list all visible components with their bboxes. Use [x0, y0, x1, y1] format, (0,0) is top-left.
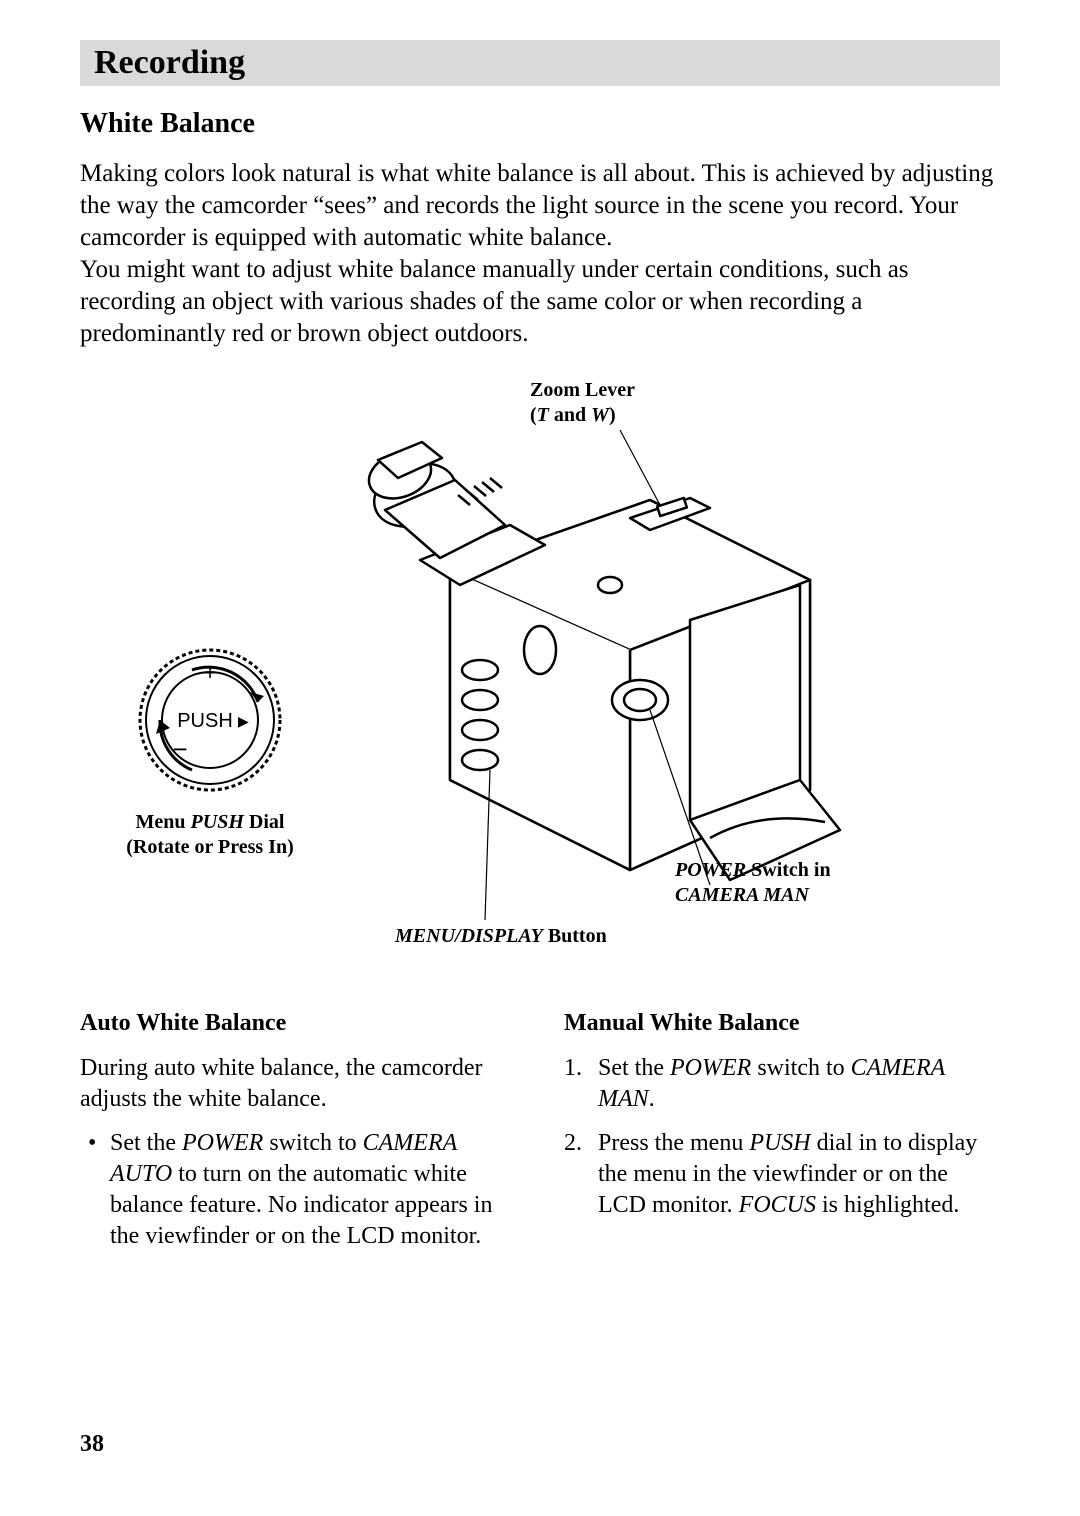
menu-display-b: Button [543, 925, 607, 947]
menu-push-1b: PUSH [191, 811, 244, 833]
menu-display-button-label: MENU/DISPLAY Button [395, 925, 607, 948]
bullet-1c: switch to [263, 1130, 362, 1156]
step1-c: switch to [751, 1055, 850, 1081]
push-dial-icon: + − PUSH ▶ [130, 640, 290, 800]
menu-push-1c: Dial [244, 811, 285, 833]
diagram-area: Zoom Lever (T and W) + − PUSH ▶ Menu PUS… [80, 370, 1000, 980]
section-title: Recording [94, 44, 245, 81]
menu-display-a: MENU/DISPLAY [395, 925, 543, 947]
page-number: 38 [80, 1431, 104, 1458]
step1-b: POWER [670, 1055, 751, 1081]
section-header: Recording [80, 40, 1000, 86]
step1-e: . [649, 1086, 655, 1112]
step2-d: FOCUS [739, 1192, 816, 1218]
intro-paragraph: Making colors look natural is what white… [80, 158, 1000, 350]
power-1b: Switch in [746, 859, 830, 881]
list-item: Set the POWER switch to CAMERA MAN. [564, 1053, 1000, 1114]
left-column: Auto White Balance During auto white bal… [80, 1010, 516, 1251]
bullet-1a: Set the [110, 1130, 182, 1156]
power-1a: POWER [675, 859, 746, 881]
auto-wb-list: Set the POWER switch to CAMERA AUTO to t… [80, 1128, 516, 1251]
manual-wb-steps: Set the POWER switch to CAMERA MAN. Pres… [564, 1053, 1000, 1221]
menu-push-dial-label: Menu PUSH Dial (Rotate or Press In) [105, 810, 315, 860]
list-item: Press the menu PUSH dial in to display t… [564, 1128, 1000, 1220]
auto-wb-intro: During auto white balance, the camcorder… [80, 1053, 516, 1114]
svg-text:−: − [172, 734, 187, 764]
camcorder-illustration [330, 390, 890, 930]
step1-a: Set the [598, 1055, 670, 1081]
svg-text:+: + [204, 660, 217, 685]
power-2: CAMERA MAN [675, 884, 809, 906]
list-item: Set the POWER switch to CAMERA AUTO to t… [80, 1128, 516, 1251]
svg-text:▶: ▶ [238, 713, 249, 729]
push-text: PUSH [177, 710, 233, 732]
subsection-title: White Balance [80, 108, 1000, 140]
right-column: Manual White Balance Set the POWER switc… [564, 1010, 1000, 1251]
power-switch-label: POWER Switch in CAMERA MAN [675, 858, 831, 908]
step2-b: PUSH [749, 1130, 810, 1156]
menu-push-2: (Rotate or Press In) [126, 836, 294, 858]
step2-a: Press the menu [598, 1130, 749, 1156]
auto-wb-heading: Auto White Balance [80, 1010, 516, 1037]
two-column-layout: Auto White Balance During auto white bal… [80, 1010, 1000, 1251]
menu-push-1a: Menu [136, 811, 191, 833]
bullet-1b: POWER [182, 1130, 263, 1156]
step2-e: is highlighted. [816, 1192, 959, 1218]
manual-wb-heading: Manual White Balance [564, 1010, 1000, 1037]
